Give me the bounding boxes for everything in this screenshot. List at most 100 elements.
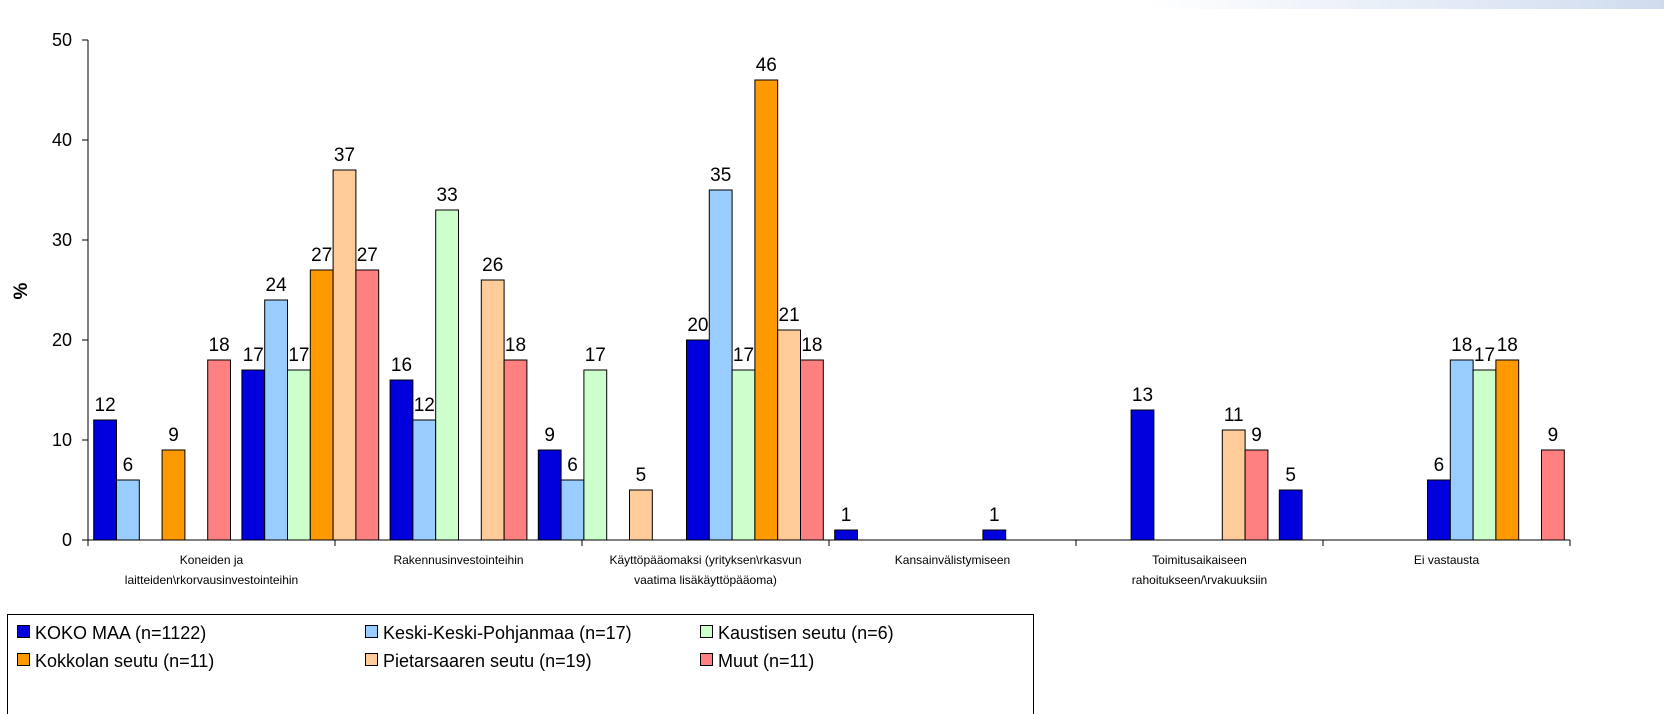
bar xyxy=(1427,479,1451,541)
bar xyxy=(560,479,585,541)
data-label: 1 xyxy=(989,505,1000,526)
data-label: 21 xyxy=(779,305,800,326)
bar xyxy=(1449,359,1474,541)
data-label: 9 xyxy=(544,425,555,446)
data-label: 9 xyxy=(168,425,179,446)
bar xyxy=(629,489,653,541)
x-category-label: Toimitusaikaiseen rahoitukseen/\rvakuuksi… xyxy=(1132,553,1267,587)
y-tick-label: 20 xyxy=(52,330,72,350)
bar xyxy=(116,479,140,541)
legend-swatch xyxy=(700,653,713,666)
legend-item: Kaustisen seutu (n=6) xyxy=(700,622,894,644)
bar xyxy=(264,299,289,541)
bar xyxy=(480,279,505,541)
bar xyxy=(777,329,802,541)
bar xyxy=(503,359,528,541)
data-label: 6 xyxy=(1434,455,1445,476)
data-label: 27 xyxy=(311,245,332,266)
data-label: 17 xyxy=(243,345,264,366)
y-tick-label: 50 xyxy=(52,30,72,50)
legend-item: Kokkolan seutu (n=11) xyxy=(17,650,214,672)
legend-swatch xyxy=(17,625,30,638)
legend-swatch xyxy=(365,653,378,666)
data-label: 18 xyxy=(1451,335,1472,356)
bar xyxy=(355,269,380,541)
data-label: 9 xyxy=(1251,425,1262,446)
y-tick-label: 0 xyxy=(62,530,72,550)
legend-label: Keski-Keski-Pohjanmaa (n=17) xyxy=(383,623,632,643)
data-label: 6 xyxy=(123,455,134,476)
legend-swatch xyxy=(365,625,378,638)
bar xyxy=(583,369,608,541)
legend-swatch xyxy=(17,653,30,666)
x-category-label: Kansainvälistymiseen xyxy=(895,553,1010,567)
legend-swatch xyxy=(700,625,713,638)
bar xyxy=(537,449,562,541)
bar xyxy=(834,529,859,541)
bar xyxy=(1221,429,1246,541)
y-axis-label: % xyxy=(11,282,32,299)
x-category-label: Koneiden ja laitteiden\rkorvausinvestoint… xyxy=(125,553,298,587)
legend-item: KOKO MAA (n=1122) xyxy=(17,622,206,644)
bar xyxy=(241,369,266,541)
data-label: 17 xyxy=(288,345,309,366)
legend-label: Muut (n=11) xyxy=(718,651,815,671)
bar xyxy=(287,369,311,541)
data-label: 17 xyxy=(585,345,606,366)
bar xyxy=(1278,489,1303,541)
data-label: 13 xyxy=(1132,385,1153,406)
bar xyxy=(435,209,460,541)
bar xyxy=(800,359,824,541)
bar xyxy=(731,369,756,541)
data-label: 46 xyxy=(756,55,777,76)
data-label: 6 xyxy=(567,455,578,476)
bar xyxy=(93,419,117,541)
data-label: 18 xyxy=(801,335,822,356)
x-category-label: Käyttöpääomaksi (yrityksen\rkasvun vaatim… xyxy=(609,553,801,587)
data-label: 1 xyxy=(841,505,852,526)
data-label: 17 xyxy=(733,345,754,366)
bar xyxy=(708,189,733,541)
bar xyxy=(1130,409,1155,541)
data-label: 5 xyxy=(1285,465,1296,486)
data-label: 12 xyxy=(414,395,435,416)
top-gradient-decoration xyxy=(1144,0,1664,9)
bar xyxy=(686,339,710,541)
bar xyxy=(161,449,186,541)
x-category-label: Rakennusinvestointeihin xyxy=(393,553,523,567)
data-label: 35 xyxy=(710,165,731,186)
bar xyxy=(309,269,334,541)
bar xyxy=(389,379,414,541)
bar xyxy=(412,419,437,541)
bar xyxy=(982,529,1007,541)
data-label: 27 xyxy=(357,245,378,266)
data-label: 18 xyxy=(505,335,526,356)
legend-label: Kokkolan seutu (n=11) xyxy=(35,651,215,671)
x-axis: Koneiden ja laitteiden\rkorvausinvestoint… xyxy=(87,539,1571,587)
data-label: 20 xyxy=(687,315,708,336)
bar-chart: 0 10 20 30 40 50 Koneiden ja laitteiden\rkorva… xyxy=(11,30,1571,587)
data-label: 26 xyxy=(482,255,503,276)
bar xyxy=(1244,449,1269,541)
data-label: 18 xyxy=(209,335,230,356)
bar xyxy=(207,359,231,541)
data-label: 33 xyxy=(437,185,458,206)
data-label: 17 xyxy=(1474,345,1495,366)
data-label: 5 xyxy=(636,465,647,486)
bar xyxy=(754,79,779,541)
y-tick-label: 30 xyxy=(52,230,72,250)
bar xyxy=(1541,449,1565,541)
data-label: 12 xyxy=(95,395,116,416)
data-label: 16 xyxy=(391,355,412,376)
legend-item: Muut (n=11) xyxy=(700,650,814,672)
x-category-label: Ei vastausta xyxy=(1414,553,1480,567)
data-label: 24 xyxy=(266,275,288,296)
bar xyxy=(332,169,357,541)
data-label: 9 xyxy=(1548,425,1559,446)
y-axis: 0 10 20 30 40 50 xyxy=(52,30,89,550)
legend-item: Pietarsaaren seutu (n=19) xyxy=(365,650,592,672)
data-label: 37 xyxy=(334,145,355,166)
bars xyxy=(93,79,1565,541)
y-tick-label: 40 xyxy=(52,130,72,150)
